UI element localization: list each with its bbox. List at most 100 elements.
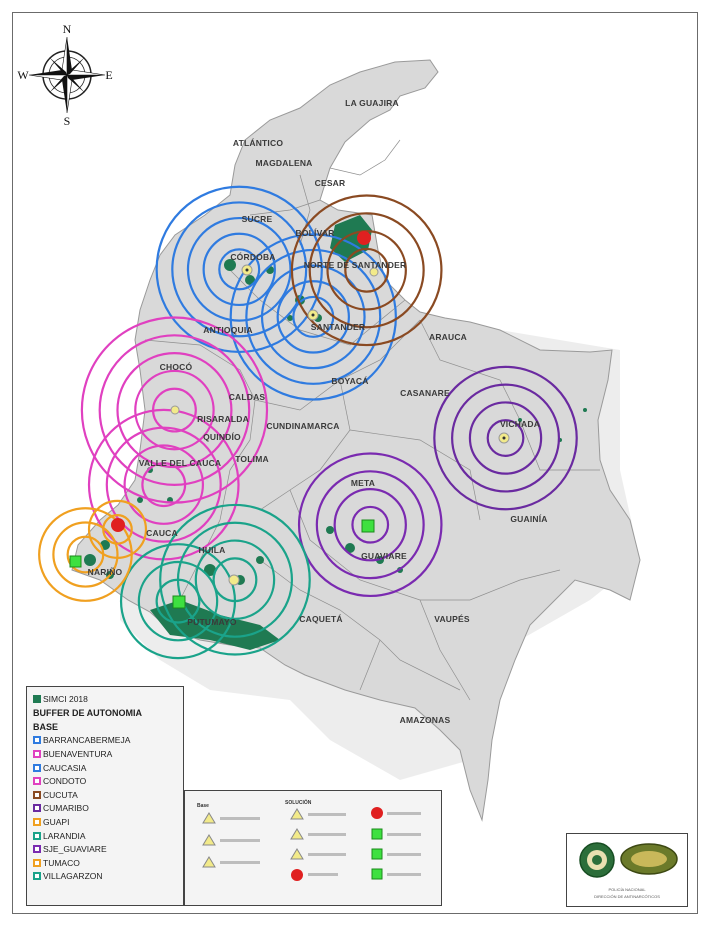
legend-swatch xyxy=(33,858,41,867)
buffer-ring-villagarzon xyxy=(137,560,219,642)
department-boundaries xyxy=(144,139,600,701)
label-norte-de-santander: NORTE DE SANTANDER xyxy=(304,260,407,270)
label-narino: NARIÑO xyxy=(88,567,123,577)
legend-swatch xyxy=(33,790,41,799)
buffer-ring-buenaventura xyxy=(105,426,222,543)
legend-simci-row: SIMCI 2018 xyxy=(33,692,177,706)
base-marker-caucasia xyxy=(241,264,253,276)
map-legend: SIMCI 2018 BUFFER DE AUTONOMIA BASE BARR… xyxy=(26,686,184,906)
label-putumayo: PUTUMAYO xyxy=(187,617,237,627)
legend-swatch xyxy=(33,845,41,854)
base-marker-barrancabermeja xyxy=(307,309,319,321)
buffer-ring-barrancabermeja xyxy=(276,280,350,354)
legend-label: LARANDIA xyxy=(43,830,86,841)
legend-label: CONDOTO xyxy=(43,776,87,787)
buffer-ring-sje_guaviare xyxy=(333,488,407,562)
label-choco: CHOCÓ xyxy=(160,361,193,372)
legend-label: SJE_GUAVIARE xyxy=(43,844,107,855)
legend-swatch xyxy=(33,831,41,840)
legend-item: CAUCASIA xyxy=(33,761,177,775)
green-marker-putumayo xyxy=(172,595,186,609)
legend-item: CUCUTA xyxy=(33,788,177,802)
label-quindio: QUINDÍO xyxy=(203,432,241,442)
symbol-legend-canvas: Base SOLUCIÓN xyxy=(197,798,421,881)
buffer-ring-cumaribo xyxy=(468,401,543,475)
symbol-legend: Base SOLUCIÓN xyxy=(184,790,442,906)
symbol-col1 xyxy=(202,812,216,868)
logo-box: POLICÍA NACIONAL DIRECCIÓN DE ANTINARCÓT… xyxy=(566,833,688,907)
compass-rose: N S E W xyxy=(17,22,112,128)
label-arauca: ARAUCA xyxy=(429,332,467,342)
label-atlantico: ATLÁNTICO xyxy=(233,138,283,148)
label-antioquia: ANTIOQUIA xyxy=(203,325,253,335)
legend-item: GUAPI xyxy=(33,815,177,829)
legend-label: BUENAVENTURA xyxy=(43,748,113,759)
logo-line1: POLICÍA NACIONAL xyxy=(608,887,646,892)
symbol-col1-title: Base xyxy=(197,803,209,809)
label-cundinamarca: CUNDINAMARCA xyxy=(266,421,339,431)
buffer-ring-villagarzon xyxy=(119,543,237,660)
label-amazonas: AMAZONAS xyxy=(400,715,451,725)
label-cordoba: CÓRDOBA xyxy=(230,251,275,262)
compass-w: W xyxy=(17,68,29,82)
legend-item: BARRANCABERMEJA xyxy=(33,734,177,748)
legend-swatch xyxy=(33,763,41,772)
legend-label: CUMARIBO xyxy=(43,803,89,814)
buffer-ring-barrancabermeja xyxy=(260,264,366,370)
buffer-ring-caucasia xyxy=(171,201,308,338)
green-marker-tumaco xyxy=(69,555,82,568)
logo-line2: DIRECCIÓN DE ANTINARCÓTICOS xyxy=(594,894,660,899)
legend-item: SJE_GUAVIARE xyxy=(33,842,177,856)
legend-swatch xyxy=(33,777,41,786)
buffer-ring-cucuta xyxy=(326,230,407,311)
compass-n: N xyxy=(63,22,72,36)
buffer-ring-tumaco xyxy=(52,521,119,588)
label-guaviare: GUAVIARE xyxy=(361,551,407,561)
legend-label: VILLAGARZON xyxy=(43,871,103,882)
symbol-col2-title: SOLUCIÓN xyxy=(285,798,312,806)
buffer-ring-sje_guaviare xyxy=(351,505,390,544)
base-marker-larandia xyxy=(228,574,240,586)
legend-item: TUMACO xyxy=(33,856,177,870)
symbol-red-dot xyxy=(291,869,303,881)
label-magdalena: MAGDALENA xyxy=(255,158,312,168)
label-cesar: CESAR xyxy=(315,178,346,188)
buffer-ring-villagarzon xyxy=(155,578,201,624)
buffer-ring-buenaventura xyxy=(123,444,205,525)
legend-simci-swatch xyxy=(33,694,41,703)
label-santander: SANTANDER xyxy=(311,322,366,332)
compass-s: S xyxy=(64,114,71,128)
base-marker-cucuta xyxy=(369,267,379,277)
base-marker-condoto xyxy=(170,405,180,415)
buffer-ring-larandia xyxy=(159,503,311,656)
red-marker-pacific xyxy=(111,518,125,532)
buffer-ring-caucasia xyxy=(202,232,276,307)
label-meta: META xyxy=(351,478,375,488)
buffer-ring-cucuta xyxy=(344,247,390,293)
green-marker-guaviare xyxy=(361,519,375,533)
label-bolivar: BOLÍVAR xyxy=(295,228,334,238)
buffer-ring-cucuta xyxy=(308,212,425,329)
red-marker-north xyxy=(357,231,371,245)
base-marker-cumaribo xyxy=(498,432,510,444)
buffer-ring-sje_guaviare xyxy=(315,470,425,580)
buffer-rings xyxy=(38,185,578,660)
legend-buffer-title: BUFFER DE AUTONOMIA xyxy=(33,707,142,718)
buffer-ring-cumaribo xyxy=(433,365,578,511)
label-guainia: GUAINÍA xyxy=(510,514,547,524)
legend-swatch xyxy=(33,804,41,813)
buffer-ring-barrancabermeja xyxy=(229,233,397,401)
symbol-red-dot-2 xyxy=(371,807,383,819)
label-casanare: CASANARE xyxy=(400,388,450,398)
buffer-ring-condoto xyxy=(98,334,251,486)
legend-label: BARRANCABERMEJA xyxy=(43,735,131,746)
antinarcoticos-emblem-icon xyxy=(620,843,678,875)
buffer-ring-guapi xyxy=(102,514,133,545)
label-la-guajira: LA GUAJIRA xyxy=(345,98,399,108)
legend-item: BUENAVENTURA xyxy=(33,747,177,761)
label-cauca: CAUCA xyxy=(146,528,178,538)
buffer-ring-buenaventura xyxy=(141,462,187,508)
buffer-ring-sje_guaviare xyxy=(297,452,443,598)
legend-simci-label: SIMCI 2018 xyxy=(43,693,88,704)
